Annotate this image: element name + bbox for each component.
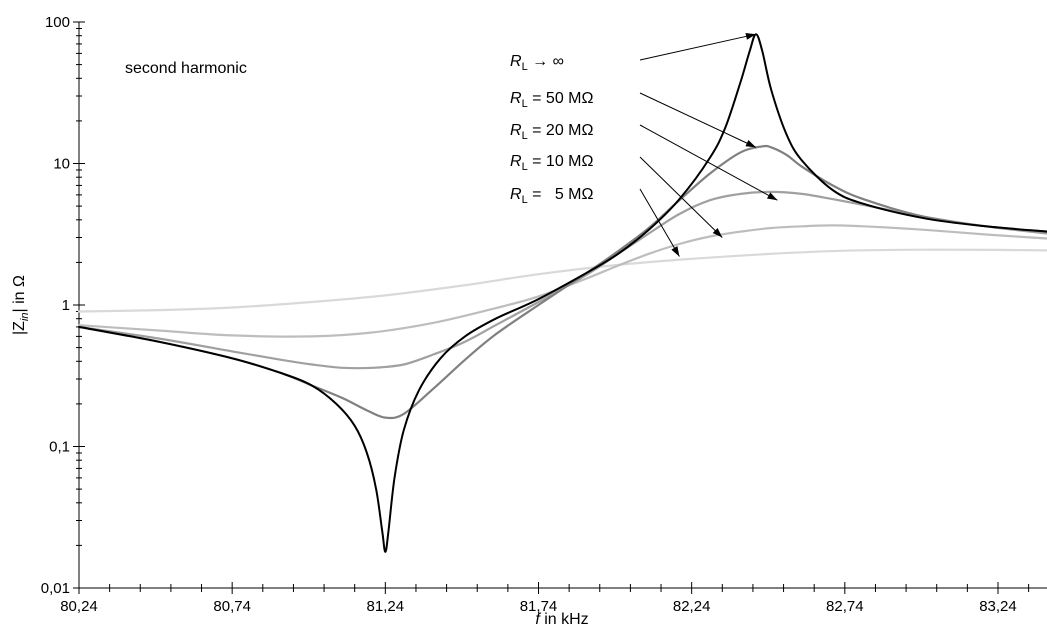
- x-tick-label-6: 83,24: [979, 598, 1017, 615]
- y-axis-label: |Zin| in Ω: [11, 275, 31, 335]
- arrow-head-4: [671, 246, 680, 257]
- x-tick-labels: 80,24 80,74 81,24 81,74 82,24 82,74 83,24: [60, 598, 1017, 615]
- y-tick-label-2: 1: [62, 297, 70, 314]
- series-labels: RL → ∞ RL = 50 MΩ RL = 20 MΩ RL = 10 MΩ …: [510, 53, 593, 206]
- arrow-line-0: [639, 33, 757, 61]
- y-tick-label-1: 0,1: [49, 439, 70, 456]
- arrow-head-0: [745, 32, 756, 40]
- arrow-head-2: [766, 192, 778, 201]
- series-line-2: [77, 190, 1047, 370]
- x-tick-label-0: 80,24: [60, 598, 98, 615]
- arrow-head-3: [712, 227, 723, 238]
- x-tick-label-2: 81,24: [367, 598, 405, 615]
- x-axis-label: f in kHz: [535, 611, 588, 628]
- axis-ticks: [73, 21, 1030, 594]
- annotation-second-harmonic: second harmonic: [125, 60, 247, 77]
- series-line-4: [77, 248, 1047, 313]
- y-tick-label-4: 100: [45, 14, 70, 31]
- arrow-line-4: [639, 188, 680, 257]
- x-tick-label-4: 82,24: [673, 598, 711, 615]
- series-label-0: RL → ∞: [510, 53, 564, 73]
- x-tick-label-5: 82,74: [826, 598, 864, 615]
- arrow-line-2: [639, 124, 778, 201]
- x-tick-label-1: 80,74: [213, 598, 251, 615]
- series-label-3: RL = 10 MΩ: [510, 153, 593, 173]
- annotation-arrows: [639, 32, 778, 257]
- series-label-1: RL = 50 MΩ: [510, 90, 593, 110]
- series-curves: [77, 33, 1047, 553]
- x-tick-label-3: 81,74: [520, 598, 558, 615]
- y-tick-label-3: 10: [53, 156, 70, 173]
- arrow-line-1: [639, 92, 757, 148]
- series-label-2: RL = 20 MΩ: [510, 122, 593, 142]
- series-line-3: [77, 224, 1047, 338]
- y-tick-label-0: 0,01: [41, 580, 70, 597]
- arrow-head-1: [745, 139, 756, 148]
- y-tick-labels: 0,01 0,1 1 10 100: [41, 14, 70, 597]
- series-label-4: RL = 5 MΩ: [510, 186, 593, 206]
- series-line-0: [78, 33, 1047, 553]
- arrow-line-3: [639, 156, 723, 238]
